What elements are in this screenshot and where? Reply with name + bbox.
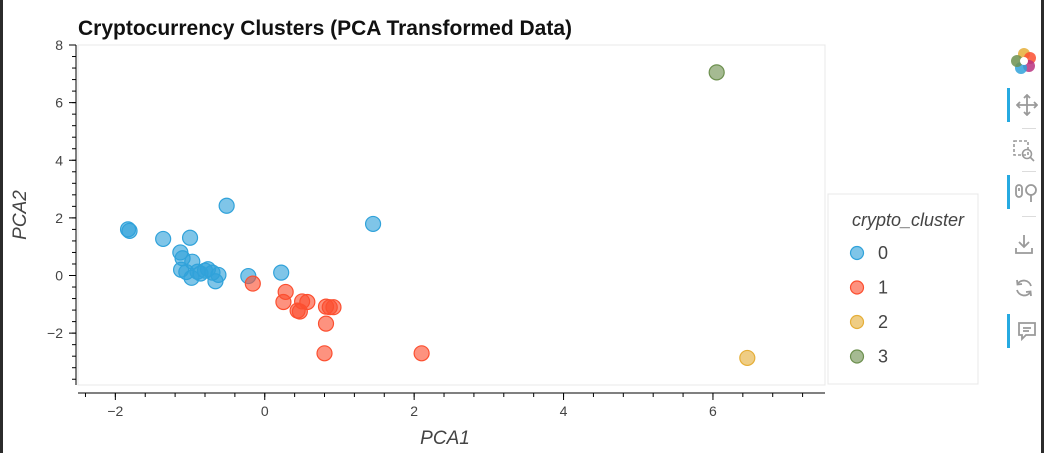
legend-label: 2 [878,312,888,332]
y-tick-label: 4 [55,152,63,168]
scatter-point-cluster-1[interactable] [325,299,342,316]
y-axis: −2 0 2 4 6 8 [47,37,77,385]
legend-marker [849,314,865,330]
scatter-point-cluster-0[interactable] [364,215,382,233]
x-tick-label: 2 [410,403,418,419]
y-tick-label: 2 [55,210,63,226]
chart-title: Cryptocurrency Clusters (PCA Transformed… [78,17,572,40]
plot-area[interactable] [77,44,826,386]
x-axis-label: PCA1 [420,428,470,449]
scatter-point-cluster-1[interactable] [316,345,333,362]
scatter-point-cluster-1[interactable] [275,293,292,311]
legend-label: 1 [878,278,888,298]
pan-icon[interactable] [1007,88,1044,122]
legend-title: crypto_cluster [852,210,965,230]
x-axis: −2 0 2 4 6 [78,392,825,419]
y-tick-label: 6 [55,95,63,111]
legend: crypto_cluster 0 1 2 3 [827,193,979,385]
scatter-point-cluster-2[interactable] [739,349,756,367]
scatter-point-cluster-1[interactable] [299,293,316,311]
scatter-point-cluster-0[interactable] [273,264,290,281]
legend-label: 0 [878,243,888,263]
scatter-point-cluster-0[interactable] [155,230,172,248]
legend-marker [849,280,865,295]
scatter-point-cluster-1[interactable] [244,275,261,292]
scatter-point-cluster-0[interactable] [218,197,235,214]
reset-icon[interactable] [1007,271,1041,305]
x-tick-label: 6 [709,403,717,419]
scatter-chart: Cryptocurrency Clusters (PCA Transformed… [10,17,979,449]
scatter-point-cluster-1[interactable] [317,315,335,332]
x-tick-label: −2 [107,403,123,419]
scatter-point-cluster-3[interactable] [708,64,725,81]
legend-label: 3 [878,347,888,367]
y-tick-label: 0 [55,268,63,284]
bokeh-logo-icon[interactable] [1007,44,1041,78]
scatter-point-cluster-1[interactable] [413,345,430,362]
scatter-point-cluster-0[interactable] [210,266,227,284]
x-tick-label: 4 [560,403,568,419]
wheel-zoom-icon[interactable] [1007,175,1044,209]
data-points [119,64,756,367]
window-border-right [1041,0,1044,453]
y-axis-label: PCA2 [10,190,31,240]
plot-toolbar [1000,38,1044,368]
y-tick-label: −2 [47,325,63,341]
hover-icon[interactable] [1007,314,1044,348]
toolbar-separator [1022,216,1036,217]
legend-marker [849,245,865,261]
window-border-left [0,0,3,453]
scatter-point-cluster-0[interactable] [181,229,199,246]
toolbar-separator [1022,128,1036,129]
y-tick-label: 8 [55,37,63,53]
legend-marker [849,349,865,364]
box-zoom-icon[interactable] [1007,134,1041,168]
save-icon[interactable] [1007,227,1041,261]
x-tick-label: 0 [261,403,269,419]
scatter-point-cluster-0[interactable] [121,222,138,239]
toolbar-separator [1022,171,1036,172]
